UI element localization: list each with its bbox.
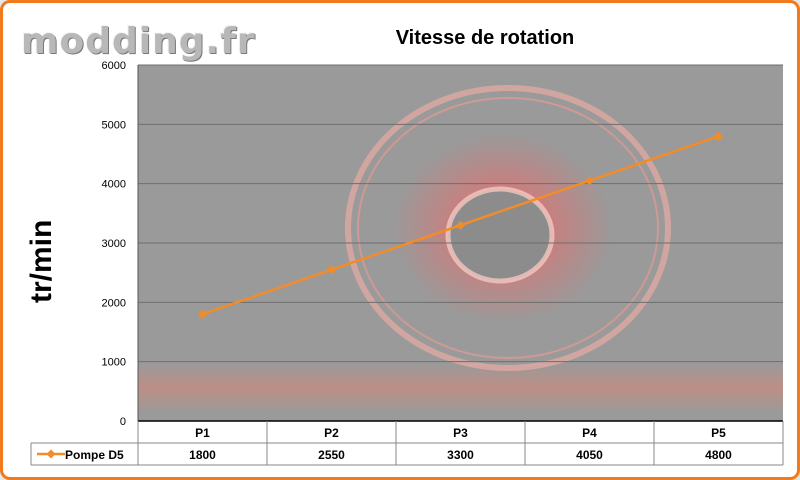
y-tick-label: 6000 [102,60,126,72]
chart-title: Vitesse de rotation [395,27,575,49]
y-tick-label: 3000 [102,238,126,250]
category-label: P5 [711,426,726,440]
data-point [327,265,336,275]
data-point [714,131,723,141]
data-point [585,176,594,186]
data-value: 1800 [189,448,216,462]
table-legend-cell [31,443,138,465]
watermark-logo: modding.fr [21,21,256,62]
data-point [456,220,465,230]
background-floor-glow [138,363,783,413]
data-value: 4050 [576,448,603,462]
background-ring-inner [357,97,659,359]
y-tick-label: 4000 [102,179,126,191]
category-label: P2 [324,426,339,440]
gridlines [137,64,783,421]
category-label: P1 [195,426,210,440]
category-label: P3 [453,426,468,440]
data-table: P1 P2 P3 P4 P5 1800 2550 3300 4050 4800 Pompe D5 [30,420,784,466]
legend-series-name: Pompe D5 [65,448,124,462]
series-layer [198,131,723,319]
background-ring-hole [445,186,555,284]
data-value: 2550 [318,448,345,462]
data-value: 4800 [705,448,732,462]
chart-area: 0 1000 2000 3000 4000 5000 6000 P1 P2 P3 P4 P5 1800… [30,60,784,466]
y-tick-label: 0 [120,416,126,428]
y-tick-labels: 0 1000 2000 3000 4000 5000 6000 [102,60,126,428]
data-value: 3300 [447,448,474,462]
legend-marker-swatch [46,449,56,459]
y-tick-label: 2000 [102,297,126,309]
category-label: P4 [582,426,597,440]
y-tick-label: 1000 [102,357,126,369]
y-tick-label: 5000 [102,119,126,131]
background-ring-outer [345,85,671,371]
data-point [198,309,207,319]
